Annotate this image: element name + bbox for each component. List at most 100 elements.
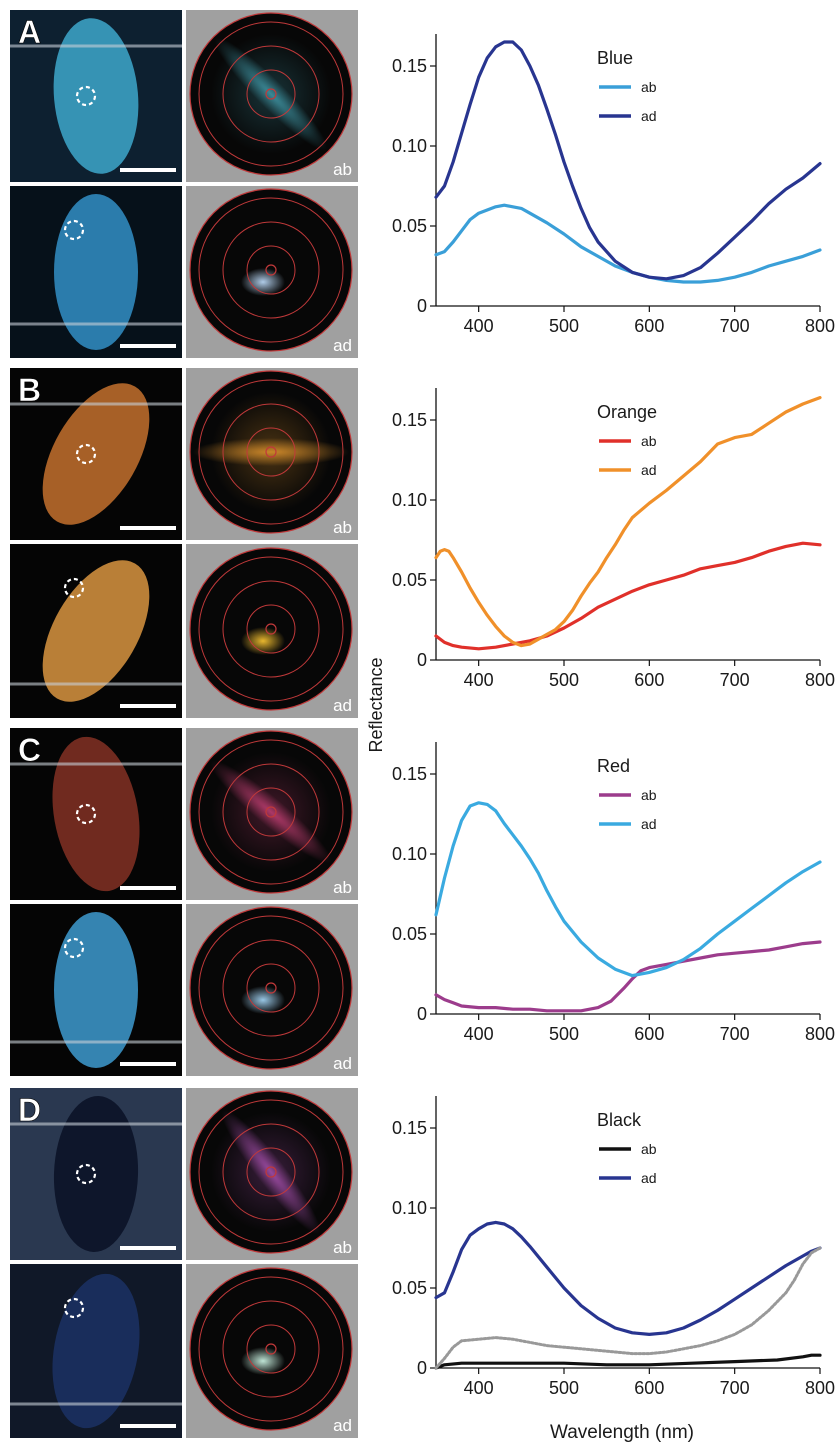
- y-tick-label: 0.05: [392, 570, 427, 590]
- y-tick-label: 0.05: [392, 216, 427, 236]
- photo-columns: ab ad Aab ad Bab ad Cab ad D: [10, 10, 358, 1438]
- wing-scale: [52, 1273, 140, 1429]
- scatter-ring-outer: [189, 188, 353, 352]
- scale-bar: [120, 886, 176, 890]
- y-tick-label: 0: [417, 1358, 427, 1378]
- wing-scale: [54, 912, 138, 1068]
- chart-orange: 0 0.05 0.10 0.15 400 500 600 700 800 Orange ab ad: [392, 388, 835, 690]
- x-tick-label: 500: [549, 1378, 579, 1398]
- scatter-ring: [198, 1099, 344, 1245]
- scatter-haze: [211, 1112, 331, 1232]
- scatter-ring: [222, 403, 320, 501]
- scatter-ring: [222, 45, 320, 143]
- measurement-spot: [63, 1297, 85, 1319]
- x-tick-label: 700: [720, 1024, 750, 1044]
- y-axis-label: Reflectance: [366, 657, 386, 752]
- wing-scale: [42, 560, 150, 702]
- y-tick-label: 0.05: [392, 1278, 427, 1298]
- corner-label: ab: [333, 160, 352, 179]
- legend-title: Black: [597, 1110, 642, 1130]
- scatter-center: [265, 1343, 277, 1355]
- x-tick-label: 600: [634, 1024, 664, 1044]
- x-tick-label: 800: [805, 316, 835, 336]
- panel-c: ab ad C: [10, 728, 358, 1076]
- series-line-ad: [434, 801, 822, 978]
- x-tick-label: 700: [720, 670, 750, 690]
- y-tick-label: 0: [417, 296, 427, 316]
- legend-label: ab: [641, 787, 657, 803]
- y-tick-label: 0.05: [392, 924, 427, 944]
- series-line-ad: [434, 1220, 822, 1336]
- x-tick-label: 600: [634, 316, 664, 336]
- corner-label: ab: [333, 1238, 352, 1257]
- y-tick-label: 0.10: [392, 136, 427, 156]
- scatter-ring: [246, 604, 296, 654]
- corner-label: ad: [333, 696, 352, 715]
- scatter-center: [265, 623, 277, 635]
- scatter-ring: [222, 763, 320, 861]
- measurement-spot: [75, 803, 97, 825]
- scatter-center: [265, 982, 277, 994]
- scatter-ring: [246, 787, 296, 837]
- series-line-reference: [434, 1246, 822, 1370]
- corner-label: ad: [333, 336, 352, 355]
- x-tick-label: 800: [805, 670, 835, 690]
- scale-bar: [120, 704, 176, 708]
- scatter-ring: [246, 69, 296, 119]
- y-tick-label: 0.10: [392, 1198, 427, 1218]
- x-tick-label: 700: [720, 316, 750, 336]
- measurement-spot: [63, 219, 85, 241]
- y-tick-label: 0.10: [392, 490, 427, 510]
- y-tick-label: 0.15: [392, 410, 427, 430]
- measurement-spot: [63, 577, 85, 599]
- scatter-haze: [211, 752, 331, 872]
- legend-title: Blue: [597, 48, 633, 68]
- panel-letter: A: [18, 14, 41, 50]
- series-line-ad: [434, 40, 822, 281]
- scatter-center: [265, 806, 277, 818]
- scatter-center: [265, 446, 277, 458]
- scatter-ring-outer: [189, 1267, 353, 1431]
- scatter-ring: [198, 379, 344, 525]
- scatter-ring: [222, 221, 320, 319]
- x-tick-label: 500: [549, 670, 579, 690]
- scatter-ring: [198, 556, 344, 702]
- scatter-ring: [246, 427, 296, 477]
- scale-bar: [120, 168, 176, 172]
- scatter-ring-outer: [189, 547, 353, 711]
- panel-b: ab ad B: [10, 368, 358, 718]
- x-tick-label: 800: [805, 1024, 835, 1044]
- scatter-ring: [198, 21, 344, 167]
- scale-bar: [120, 1424, 176, 1428]
- scatter-ring: [246, 245, 296, 295]
- x-tick-label: 500: [549, 316, 579, 336]
- scatter-glow: [241, 1347, 285, 1375]
- x-axis-label: Wavelength (nm): [550, 1422, 694, 1443]
- panel-a: ab ad A: [10, 10, 358, 358]
- series-line-ab: [434, 940, 822, 1013]
- legend-label: ab: [641, 1141, 657, 1157]
- scatter-ring: [246, 1324, 296, 1374]
- scale-bar: [120, 526, 176, 530]
- scatter-ring: [222, 1123, 320, 1221]
- y-tick-label: 0.15: [392, 764, 427, 784]
- scale-bar: [120, 1062, 176, 1066]
- x-tick-label: 600: [634, 670, 664, 690]
- x-tick-label: 400: [464, 1378, 494, 1398]
- scale-bar: [120, 344, 176, 348]
- scatter-ring: [198, 1276, 344, 1422]
- x-tick-label: 600: [634, 1378, 664, 1398]
- scatter-ring-outer: [189, 370, 353, 534]
- scatter-haze: [211, 34, 331, 154]
- scatter-ring: [198, 915, 344, 1061]
- scatter-glow: [241, 268, 285, 296]
- y-tick-label: 0.15: [392, 1118, 427, 1138]
- legend-label: ab: [641, 79, 657, 95]
- scatter-center: [265, 1166, 277, 1178]
- scatter-center: [265, 88, 277, 100]
- chart-black: 0 0.05 0.10 0.15 400 500 600 700 800 Black ab ad: [392, 1096, 835, 1398]
- series-line-ab: [434, 203, 822, 284]
